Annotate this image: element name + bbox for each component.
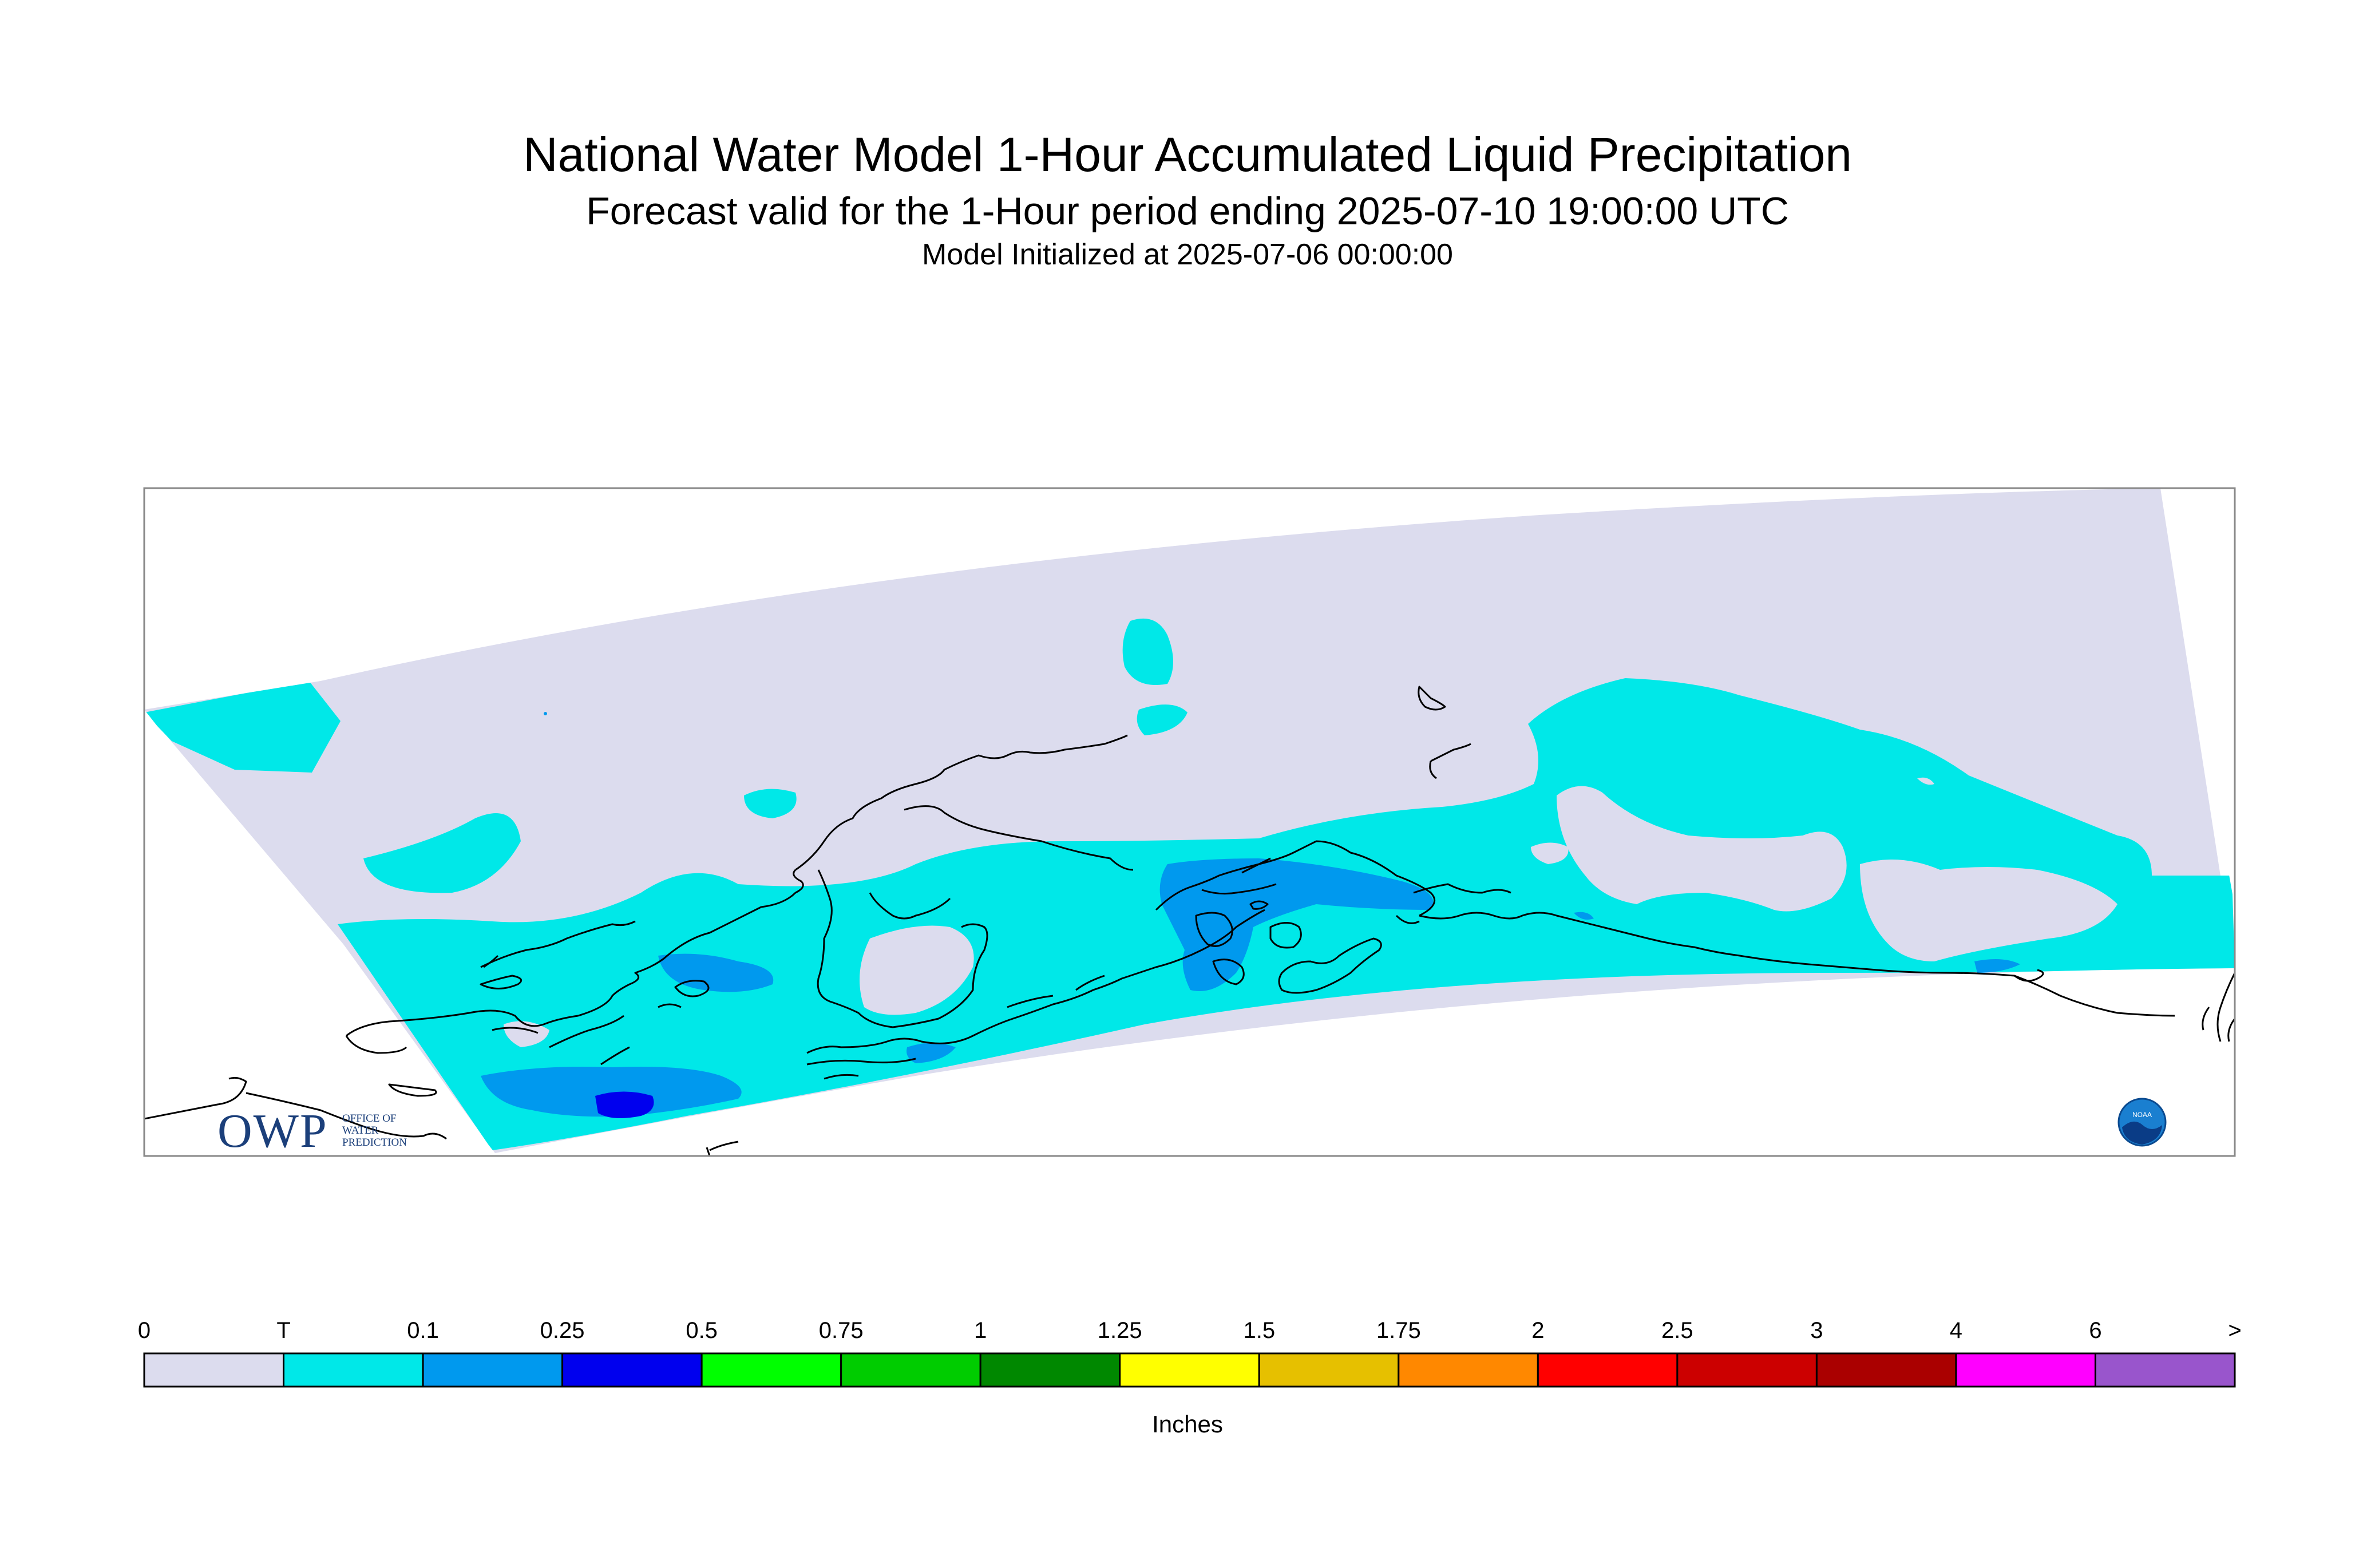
legend-swatch [700, 1352, 842, 1388]
legend-tick-label: > [2228, 1318, 2242, 1343]
legend-tick-label: 0 [137, 1318, 151, 1343]
legend-tick-label: 1 [974, 1318, 987, 1343]
legend-swatch [2094, 1352, 2236, 1388]
moderate-precip-areas [595, 1091, 654, 1118]
legend-tick-label: 2.5 [1661, 1318, 1693, 1343]
legend-swatch [1955, 1352, 2096, 1388]
legend-swatch [422, 1352, 564, 1388]
legend-swatch [1398, 1352, 1539, 1388]
legend-tick-label: 0.5 [686, 1318, 718, 1343]
map-title: National Water Model 1-Hour Accumulated … [522, 128, 1852, 181]
owp-logo: OWP OFFICE OF WATER PREDICTION [217, 1103, 407, 1159]
legend-tick-label: 1.25 [1097, 1318, 1142, 1343]
legend-tick-label: 1.5 [1243, 1318, 1276, 1343]
noaa-logo: NOAA [2117, 1098, 2167, 1147]
owp-logo-letters: OWP [217, 1104, 328, 1158]
legend-swatch [840, 1352, 981, 1388]
coastlines [144, 686, 2235, 1156]
legend-swatch [979, 1352, 1121, 1388]
legend-units: Inches [1152, 1411, 1223, 1438]
legend-tick-label: 3 [1810, 1318, 1823, 1343]
legend-swatch [143, 1352, 285, 1388]
legend-swatch [561, 1352, 703, 1388]
isolated-precip-dot [544, 712, 547, 715]
legend-tick-label: 0.25 [540, 1318, 585, 1343]
legend-tick-label: 2 [1531, 1318, 1545, 1343]
trace-precip-areas [144, 618, 2235, 1150]
owp-logo-subtext: OFFICE OF WATER PREDICTION [342, 1112, 407, 1149]
legend-tick-label: 6 [2089, 1318, 2102, 1343]
legend-tick-label: 0.75 [818, 1318, 864, 1343]
legend-swatch [1258, 1352, 1400, 1388]
color-legend-bar [143, 1352, 2236, 1388]
legend-tick-label: 4 [1949, 1318, 1963, 1343]
legend-swatch [1537, 1352, 1679, 1388]
legend-tick-label: T [276, 1318, 291, 1343]
model-init-label: Model Initialized at 2025-07-06 00:00:00 [922, 238, 1453, 271]
map-frame [143, 487, 2236, 1157]
noaa-logo-text: NOAA [2132, 1111, 2152, 1119]
legend-swatch [283, 1352, 424, 1388]
zero-holes [504, 777, 2117, 1047]
legend-tick-label: 1.75 [1376, 1318, 1421, 1343]
legend-swatch [1119, 1352, 1260, 1388]
map-subtitle: Forecast valid for the 1-Hour period end… [586, 189, 1789, 233]
legend-swatch [1676, 1352, 1818, 1388]
legend-tick-label: 0.1 [407, 1318, 439, 1343]
legend-swatch [1815, 1352, 1957, 1388]
